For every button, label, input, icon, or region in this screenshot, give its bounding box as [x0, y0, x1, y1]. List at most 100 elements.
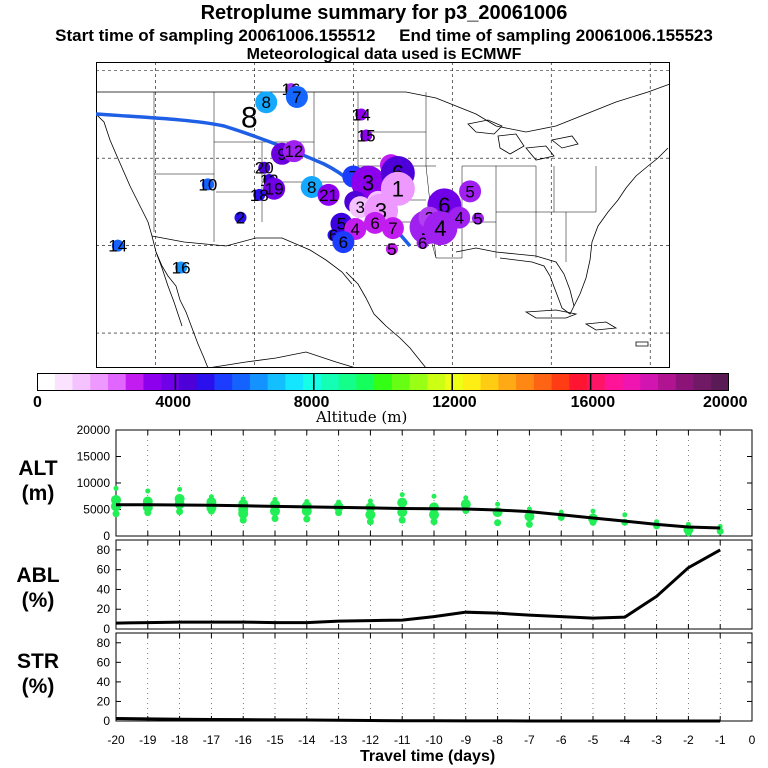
- colorbar-tick-label: 8000: [293, 394, 330, 411]
- cluster-circle: [317, 183, 340, 206]
- colorbar-tick-label: 0: [33, 394, 42, 411]
- colorbar-tick-label: 12000: [432, 394, 477, 411]
- altitude-point: [462, 507, 470, 515]
- panel-label-unit: (%): [21, 589, 55, 612]
- colorbar-cell: [37, 374, 56, 390]
- cluster-label: 10: [198, 175, 217, 194]
- colorbar-cell: [338, 374, 357, 390]
- cluster-marker: 21: [317, 183, 340, 206]
- cluster-marker: 6: [364, 211, 387, 234]
- colorbar-cell: [374, 374, 393, 390]
- altitude-point: [174, 493, 185, 504]
- cluster-label: 6: [339, 233, 348, 252]
- cluster-label: 19: [265, 180, 284, 199]
- y-tick-label: 80: [97, 543, 111, 557]
- altitude-point: [492, 507, 503, 518]
- x-tick-label: -12: [362, 733, 380, 747]
- colorbar-cell: [427, 374, 446, 390]
- y-tick-label: 80: [97, 636, 111, 650]
- altitude-point: [429, 509, 439, 520]
- x-tick-label: -4: [619, 733, 630, 747]
- x-tick-label: -14: [298, 733, 316, 747]
- cluster-circle: [300, 176, 323, 199]
- cluster-marker: 15: [357, 126, 376, 145]
- cluster-marker: 14: [108, 237, 127, 256]
- altitude-point: [333, 501, 344, 512]
- cluster-marker: 16: [172, 258, 191, 277]
- cluster-marker: 4: [423, 211, 458, 246]
- cluster-label: 3: [362, 170, 374, 195]
- cluster-circle: [332, 231, 355, 254]
- x-tick-label: 0: [749, 733, 756, 747]
- altitude-point: [113, 485, 119, 491]
- altitude-point: [460, 499, 471, 510]
- cluster-circle: [111, 239, 124, 252]
- colorbar-cell: [178, 374, 198, 390]
- cluster-label: 6: [370, 214, 379, 233]
- cluster-label: 21: [319, 186, 338, 205]
- altitude-point: [397, 497, 408, 508]
- coastline-west: [96, 113, 209, 368]
- cluster-label: 4: [351, 220, 360, 239]
- altitude-point: [112, 510, 120, 518]
- cluster-marker: 8: [255, 91, 278, 114]
- cluster-circle: [201, 178, 214, 191]
- cluster-label: 5: [473, 209, 482, 228]
- series-line: [116, 503, 721, 530]
- altitude-point: [621, 518, 629, 526]
- cluster-marker: 12: [282, 140, 305, 163]
- cluster-markers: 1687141589122013191018821732643213654554…: [108, 80, 485, 277]
- altitude-point: [367, 498, 373, 504]
- x-tick-label: -3: [651, 733, 662, 747]
- altitude-point: [399, 492, 405, 498]
- y-tick-label: 20: [97, 694, 111, 708]
- y-tick-label: 0: [103, 622, 110, 636]
- y-tick-label: 40: [97, 675, 111, 689]
- baja-peninsula: [155, 251, 183, 327]
- cluster-marker: 6: [332, 231, 355, 254]
- colorbar-cell: [569, 374, 588, 390]
- y-tick-label: 15000: [77, 450, 111, 464]
- altitude-point: [525, 520, 533, 528]
- sampling-times: Start time of sampling 20061006.155512 E…: [0, 26, 768, 46]
- colorbar-cell: [232, 374, 251, 390]
- cluster-marker: 19: [263, 177, 286, 200]
- altitude-point: [238, 499, 249, 510]
- altitude-point: [366, 518, 374, 526]
- cluster-label: 3: [356, 198, 365, 217]
- y-tick-label: 20: [97, 602, 111, 616]
- colorbar-cell: [303, 374, 322, 390]
- colorbar-cell: [622, 374, 641, 390]
- colorbar-cell: [640, 374, 659, 390]
- altitude-point: [716, 527, 724, 535]
- y-tick-label: 5000: [83, 503, 110, 517]
- altitude-point: [206, 497, 217, 508]
- panel-label-abl: ABL (%): [8, 563, 68, 613]
- altitude-point: [111, 501, 121, 512]
- altitude-point: [176, 508, 184, 516]
- altitude-point: [240, 496, 246, 502]
- colorbar-cell: [107, 374, 127, 390]
- cluster-circle: [385, 243, 398, 256]
- colorbar-cell: [462, 374, 482, 390]
- colorbar-cell: [161, 374, 180, 390]
- altitude-point: [463, 495, 469, 501]
- altitude-point: [174, 499, 185, 510]
- chart-title: Retroplume summary for p3_20061006: [200, 2, 568, 24]
- cluster-marker: 14: [352, 105, 371, 124]
- altitude-point: [590, 508, 596, 514]
- cluster-marker: 8: [300, 176, 323, 199]
- cluster-marker: 5: [385, 240, 398, 259]
- cluster-label: 2: [236, 209, 245, 228]
- y-tick-label: 60: [97, 563, 111, 577]
- colorbar-cell: [516, 374, 535, 390]
- colorbar-cell: [587, 374, 606, 390]
- colorbar-cell: [285, 374, 304, 390]
- colorbar-cell: [693, 374, 712, 390]
- cluster-label: 8: [241, 102, 258, 135]
- altitude-point: [589, 518, 597, 526]
- cluster-circle: [459, 180, 482, 203]
- cluster-circle: [234, 211, 247, 224]
- altitude-point: [144, 509, 152, 517]
- cluster-label: 1: [392, 176, 404, 201]
